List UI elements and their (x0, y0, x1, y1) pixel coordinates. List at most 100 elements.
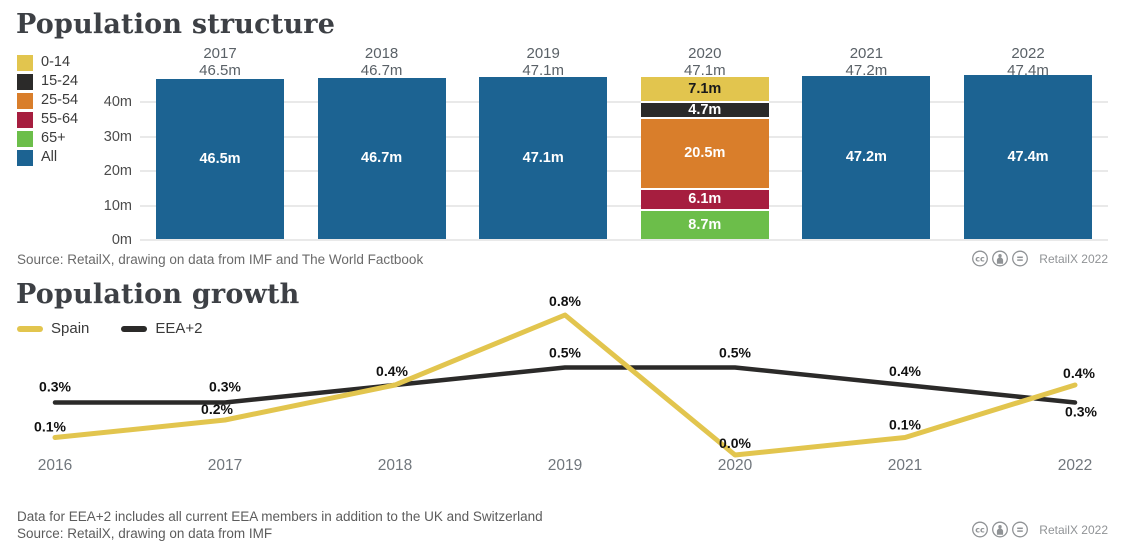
legend-item-label: EEA+2 (155, 320, 203, 337)
bar-value-label: 7.1m (688, 80, 722, 97)
legend-swatch-icon (17, 73, 33, 90)
bar-year-label: 2019 (526, 45, 560, 62)
legend-swatch-icon (17, 54, 33, 71)
bar-value-label: 47.1m (522, 149, 564, 166)
bar-total-label: 46.5m (199, 62, 241, 79)
growth-note-text: Data for EEA+2 includes all current EEA … (17, 509, 543, 524)
data-point-label: 0.8% (549, 295, 581, 309)
x-axis-year-label: 2022 (1058, 457, 1092, 474)
bar-segment: 8.7m (640, 209, 769, 239)
cc-license-icons: cc (972, 521, 1029, 538)
bar-year-label: 2017 (203, 45, 237, 62)
x-axis-year-label: 2017 (208, 457, 242, 474)
data-point-label: 0.5% (719, 345, 751, 361)
y-axis-tick-label: 40m (103, 94, 132, 110)
svg-text:cc: cc (976, 525, 986, 534)
data-point-label: 0.0% (719, 435, 751, 451)
bar-segment: 7.1m (640, 76, 769, 102)
structure-chart-title: Population structure (16, 9, 336, 40)
bar-year-label: 2021 (849, 45, 884, 62)
bar-header: 2017 46.5m (156, 45, 284, 79)
y-axis-tick-label: 10m (103, 197, 132, 214)
bar-header: 2021 47.2m (802, 45, 930, 79)
bar-value-label: 47.4m (1007, 148, 1049, 165)
data-point-label: 0.3% (39, 379, 71, 395)
legend-item-label: 0-14 (41, 54, 71, 70)
legend-item: 0-14 (17, 53, 78, 72)
credit-text: RetailX 2022 (1039, 251, 1108, 266)
bar-value-label: 8.7m (688, 216, 722, 233)
growth-line-chart: 2016 2017 2018 2019 2020 2021 2022 0.1% 0.2% 0.8%… (34, 295, 1097, 474)
population-bar: 7.1m 4.7m 20.5m 6.1m 8.7m (640, 76, 769, 239)
bar-total-label: 47.2m (845, 62, 888, 79)
gridline (140, 170, 1108, 172)
bar-year-label: 2018 (364, 45, 399, 62)
gridline (140, 239, 1108, 241)
bar-total-label: 47.1m (683, 62, 726, 79)
bar-year-label: 2020 (688, 45, 722, 62)
growth-chart-title: Population growth (16, 279, 300, 310)
cc-nd-circle-icon (1012, 521, 1029, 538)
credit-text: RetailX 2022 (1039, 522, 1108, 537)
gridline (140, 204, 1108, 207)
legend-item: 55-64 (17, 110, 78, 129)
bar-segment: 47.1m (479, 76, 608, 239)
x-axis-year-label: 2019 (548, 457, 582, 474)
x-axis-year-label: 2016 (38, 457, 72, 474)
bar-segment: 47.4m (964, 75, 1092, 239)
legend-dash-icon (17, 325, 43, 332)
population-bar: 46.7m (317, 77, 446, 239)
legend-item-label: 55-64 (41, 111, 79, 127)
legend-item-label: 25-54 (41, 92, 79, 108)
bar-value-label: 6.1m (688, 191, 722, 208)
bar-total-label: 46.7m (360, 62, 403, 79)
y-axis-tick-label: 20m (103, 163, 132, 179)
legend-item-label: All (41, 149, 58, 165)
data-point-label: 0.1% (889, 417, 921, 433)
data-point-label: 0.1% (34, 419, 66, 435)
legend-item-label: Spain (51, 320, 90, 337)
bar-total-label: 47.1m (522, 62, 565, 79)
legend-swatch-icon (17, 149, 33, 166)
legend-item: 25-54 (17, 91, 78, 110)
bar-segment: 46.5m (156, 78, 284, 239)
legend-dash-icon (121, 325, 148, 332)
cc-circle-icon (972, 521, 989, 538)
cc-circle-icon (972, 250, 989, 267)
bar-year-label: 2022 (1011, 45, 1045, 62)
growth-source-text: Source: RetailX, drawing on data from IM… (17, 526, 273, 541)
data-point-label: 0.4% (1063, 365, 1095, 381)
bar-value-label: 46.5m (199, 150, 241, 167)
data-point-label: 0.5% (549, 345, 581, 361)
cc-by-circle-icon (992, 250, 1009, 267)
structure-source-text: Source: RetailX, drawing on data from IM… (17, 252, 424, 267)
cc-license-icons: cc (972, 250, 1029, 267)
population-bar: 47.4m (964, 75, 1092, 239)
cc-badge: cc RetailX 2022 (971, 249, 1108, 268)
y-axis-tick-label: 0m (111, 232, 132, 248)
cc-by-circle-icon (992, 521, 1009, 538)
legend-item-eea-2: EEA+2 (121, 320, 203, 337)
gridline (140, 135, 1108, 138)
bar-value-label: 4.7m (688, 101, 722, 118)
structure-plot: 2017 46.5m 46.5m 2018 46.7m 46.7m 2019 47.1m 47.… (140, 44, 1108, 241)
bar-value-label: 20.5m (684, 145, 726, 162)
bar-total-label: 47.4m (1007, 62, 1049, 79)
bar-segment: 20.5m (640, 117, 769, 188)
bar-segment: 47.2m (802, 76, 931, 239)
bar-value-label: 46.7m (361, 150, 403, 167)
x-axis-year-label: 2021 (888, 457, 922, 474)
legend-item-label: 65+ (41, 130, 66, 146)
data-point-label: 0.3% (209, 379, 241, 395)
population-bar: 47.2m (802, 76, 931, 239)
data-point-label: 0.4% (376, 363, 408, 379)
legend-item-spain: Spain (17, 320, 89, 337)
spain-line (52, 312, 1078, 458)
bar-header: 2022 47.4m (964, 45, 1092, 79)
eea-2-line (52, 365, 1078, 405)
data-point-label: 0.4% (889, 363, 921, 379)
legend-swatch-icon (17, 111, 33, 128)
growth-legend: Spain EEA+2 (17, 320, 235, 337)
data-point-label: 0.3% (1065, 404, 1097, 420)
